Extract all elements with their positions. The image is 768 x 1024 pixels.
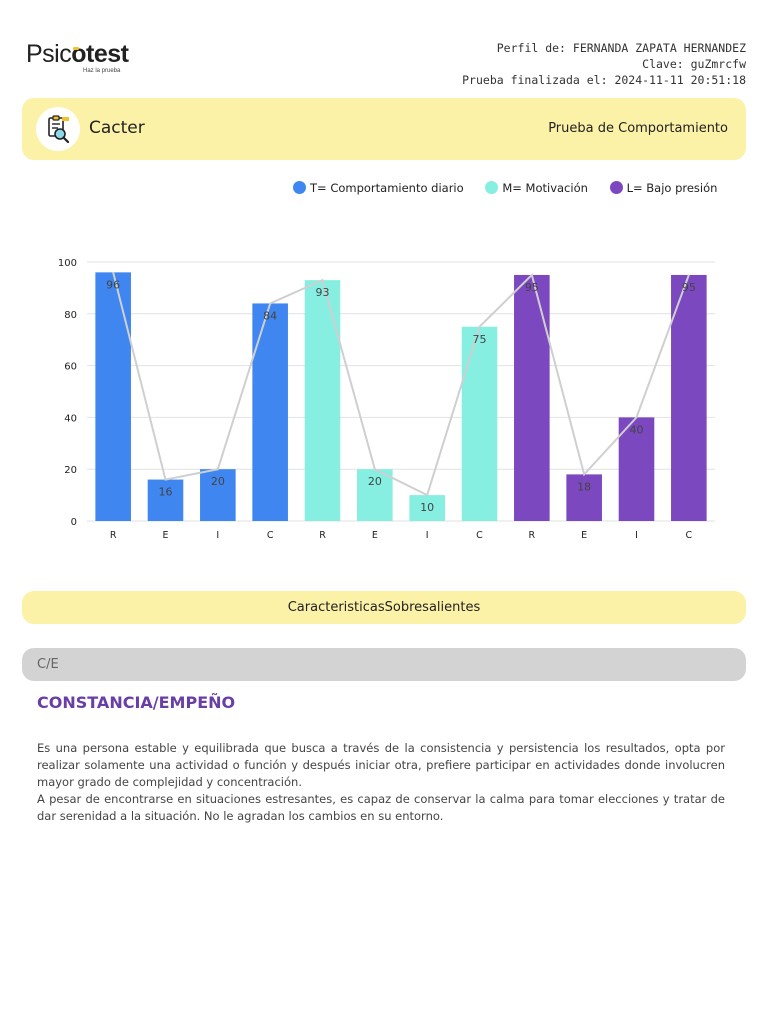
y-tick-label: 40	[64, 413, 77, 424]
x-tick-label: R	[319, 530, 326, 541]
logo-text-part2: o	[71, 40, 87, 68]
profile-name: Perfil de: FERNANDA ZAPATA HERNANDEZ	[496, 41, 746, 55]
legend-item-daily[interactable]: T= Comportamiento diario	[293, 181, 464, 195]
trait-paragraph-1: Es una persona estable y equilibrada que…	[37, 741, 725, 789]
test-header-banner: Cacter Prueba de Comportamiento	[22, 98, 746, 160]
legend-dot-pressure	[609, 181, 623, 194]
bar	[357, 469, 393, 521]
bar	[95, 272, 131, 521]
trait-title: CONSTANCIA/EMPEÑO	[37, 693, 236, 712]
data-label: 96	[106, 278, 120, 291]
legend-dot-daily	[293, 181, 306, 194]
profile-info: Perfil de: FERNANDA ZAPATA HERNANDEZ Cla…	[462, 40, 746, 88]
legend-label-pressure: L= Bajo presión	[626, 181, 718, 195]
data-label: 20	[211, 475, 225, 488]
bar	[200, 469, 236, 521]
data-label: 16	[159, 486, 173, 499]
x-tick-label: E	[162, 530, 168, 541]
legend-item-motivation[interactable]: M= Motivación	[485, 181, 588, 195]
profile-key: Clave: guZmrcfw	[642, 57, 746, 71]
logo-text-part3: test	[86, 40, 129, 68]
data-label: 18	[577, 480, 591, 493]
trait-description: Es una persona estable y equilibrada que…	[37, 740, 725, 825]
data-label: 95	[525, 281, 539, 294]
data-label: 84	[263, 309, 277, 322]
x-tick-label: E	[372, 530, 378, 541]
legend-dot-motivation	[485, 181, 499, 194]
y-tick-label: 100	[58, 258, 77, 269]
legend-label-daily: T= Comportamiento diario	[310, 181, 464, 195]
legend-label-motivation: M= Motivación	[502, 181, 588, 195]
x-tick-label: R	[110, 530, 117, 541]
psicotest-logo: Psicotest Haz la prueba	[26, 40, 146, 80]
chart-legend: T= Comportamiento diario M= Motivación L…	[293, 181, 735, 195]
logo-text-part1: Psic	[26, 40, 72, 68]
y-tick-label: 20	[64, 465, 77, 476]
test-type: Prueba de Comportamiento	[548, 121, 728, 136]
data-label: 20	[368, 475, 382, 488]
legend-item-pressure[interactable]: L= Bajo presión	[609, 181, 718, 195]
x-tick-label: E	[581, 530, 587, 541]
x-tick-label: C	[686, 530, 693, 541]
profile-finished-date: Prueba finalizada el: 2024-11-11 20:51:1…	[462, 73, 746, 87]
bar	[147, 479, 184, 521]
y-tick-label: 80	[64, 310, 77, 321]
bar	[461, 326, 498, 521]
y-tick-label: 60	[64, 362, 77, 373]
x-tick-label: I	[216, 530, 219, 541]
bar	[304, 280, 341, 521]
data-label: 40	[630, 423, 644, 436]
trait-code: C/E	[37, 657, 59, 672]
data-label: 10	[420, 501, 434, 514]
bar	[409, 495, 445, 521]
bar	[566, 474, 602, 521]
x-tick-label: R	[529, 530, 536, 541]
bar	[671, 274, 707, 521]
x-tick-label: I	[635, 530, 638, 541]
data-label: 93	[316, 286, 330, 299]
x-tick-label: C	[476, 530, 483, 541]
test-name: Cacter	[89, 118, 145, 138]
trait-paragraph-2: A pesar de encontrarse en situaciones es…	[37, 792, 725, 823]
behavior-bar-chart: 0 20 40 60 80 100 96 16 20 84 93 20 10 75 95 18 40 95 R E I C…	[58, 258, 715, 541]
logo-wordmark: Psicotest	[26, 40, 146, 68]
section-header: CaracteristicasSobresalientes	[22, 591, 746, 624]
overlay-line	[112, 272, 690, 497]
logo-tagline: Haz la prueba	[83, 68, 121, 74]
y-tick-label: 0	[71, 517, 77, 528]
x-tick-label: C	[267, 530, 274, 541]
trait-code-bar: C/E	[22, 648, 746, 681]
bar	[252, 303, 288, 521]
data-label: 95	[682, 281, 696, 294]
x-tick-label: I	[426, 530, 429, 541]
bar	[514, 274, 550, 521]
data-label: 75	[473, 333, 487, 346]
bar	[618, 417, 655, 521]
test-clipboard-icon	[36, 107, 80, 151]
